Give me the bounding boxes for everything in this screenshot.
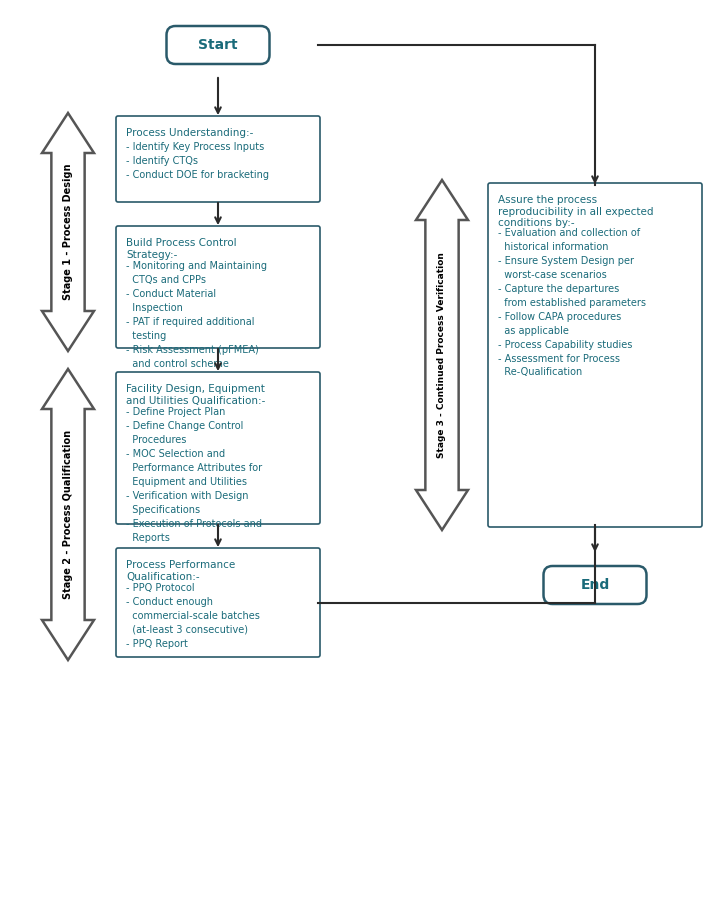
Text: Facility Design, Equipment
and Utilities Qualification:-: Facility Design, Equipment and Utilities… — [126, 384, 265, 406]
Text: - Identify Key Process Inputs
- Identify CTQs
- Conduct DOE for bracketing: - Identify Key Process Inputs - Identify… — [126, 142, 269, 179]
Text: Build Process Control
Strategy:-: Build Process Control Strategy:- — [126, 238, 236, 260]
Text: Stage 3 - Continued Process Verification: Stage 3 - Continued Process Verification — [437, 252, 447, 458]
Text: Process Performance
Qualification:-: Process Performance Qualification:- — [126, 560, 235, 581]
FancyBboxPatch shape — [488, 183, 702, 527]
Text: Start: Start — [198, 38, 238, 52]
Polygon shape — [416, 180, 468, 530]
Polygon shape — [42, 113, 94, 351]
Text: - Monitoring and Maintaining
  CTQs and CPPs
- Conduct Material
  Inspection
- P: - Monitoring and Maintaining CTQs and CP… — [126, 261, 267, 369]
FancyBboxPatch shape — [116, 548, 320, 657]
FancyBboxPatch shape — [116, 372, 320, 524]
Text: - Evaluation and collection of
  historical information
- Ensure System Design p: - Evaluation and collection of historica… — [498, 228, 646, 377]
FancyBboxPatch shape — [544, 566, 647, 604]
FancyBboxPatch shape — [116, 226, 320, 348]
Text: End: End — [581, 578, 610, 592]
Text: - Define Project Plan
- Define Change Control
  Procedures
- MOC Selection and
 : - Define Project Plan - Define Change Co… — [126, 407, 262, 543]
Text: - PPQ Protocol
- Conduct enough
  commercial-scale batches
  (at-least 3 consecu: - PPQ Protocol - Conduct enough commerci… — [126, 583, 260, 649]
FancyBboxPatch shape — [116, 116, 320, 202]
FancyBboxPatch shape — [167, 26, 270, 64]
Text: Stage 1 - Process Design: Stage 1 - Process Design — [63, 164, 73, 301]
Polygon shape — [42, 369, 94, 660]
Text: Process Understanding:-: Process Understanding:- — [126, 128, 253, 138]
Text: Stage 2 - Process Qualification: Stage 2 - Process Qualification — [63, 430, 73, 599]
Text: Assure the process
reproducibility in all expected
conditions by:-: Assure the process reproducibility in al… — [498, 195, 653, 228]
